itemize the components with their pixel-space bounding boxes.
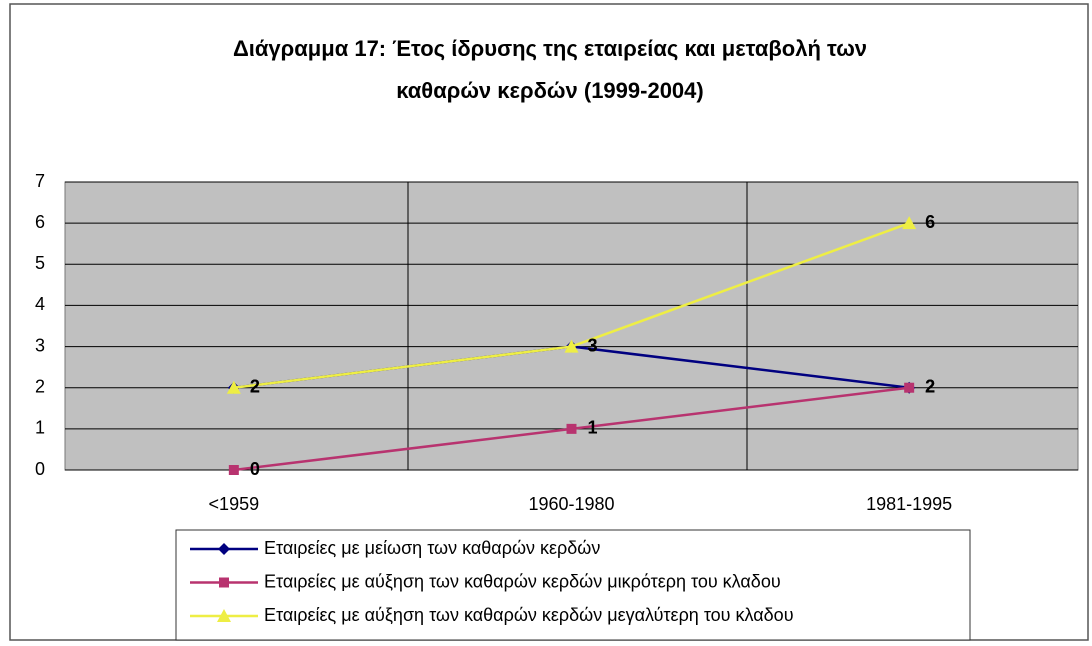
- data-label: 2: [250, 376, 260, 396]
- legend-label: Εταιρείες με αύξηση των καθαρών κερδών μ…: [264, 571, 781, 591]
- data-label: 2: [925, 376, 935, 396]
- data-point: [904, 382, 915, 393]
- legend-marker: [217, 609, 231, 622]
- y-tick-label: 7: [35, 171, 45, 191]
- y-tick-label: 1: [35, 418, 45, 438]
- x-tick-label: 1960-1980: [528, 494, 614, 514]
- legend-marker: [218, 543, 230, 555]
- data-label: 0: [250, 459, 260, 479]
- y-tick-label: 4: [35, 294, 45, 314]
- data-label: 2: [250, 376, 260, 396]
- data-label: 3: [588, 335, 598, 355]
- y-tick-label: 3: [35, 335, 45, 355]
- data-point: [226, 380, 241, 394]
- data-point: [902, 216, 917, 230]
- chart-title: Διάγραμμα 17: Έτος ίδρυσης της εταιρείας…: [233, 36, 867, 61]
- legend-label: Εταιρείες με αύξηση των καθαρών κερδών μ…: [264, 605, 794, 625]
- x-tick-label: 1981-1995: [866, 494, 952, 514]
- data-label: 1: [588, 418, 598, 438]
- y-tick-label: 2: [35, 376, 45, 396]
- data-point: [228, 465, 239, 475]
- legend: [175, 529, 971, 641]
- chart-subtitle: καθαρών κερδών (1999-2004): [396, 78, 703, 103]
- data-label: 6: [925, 212, 935, 232]
- plot-area: [65, 182, 1078, 470]
- data-label: 2: [925, 376, 935, 396]
- data-point: [564, 339, 579, 353]
- legend-marker: [219, 577, 229, 588]
- y-tick-label: 0: [35, 459, 45, 479]
- y-tick-label: 5: [35, 253, 45, 273]
- y-tick-label: 6: [35, 212, 45, 232]
- data-point: [566, 423, 577, 434]
- legend-label: Εταιρείες με μείωση των καθαρών κερδών: [264, 538, 600, 558]
- x-tick-label: <1959: [209, 494, 260, 514]
- data-label: 3: [588, 335, 598, 355]
